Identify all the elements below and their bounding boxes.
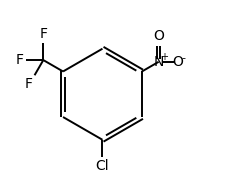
Text: -: -: [180, 53, 184, 63]
Text: O: O: [153, 29, 163, 43]
Text: N: N: [153, 55, 163, 69]
Text: +: +: [160, 53, 168, 62]
Text: F: F: [16, 53, 24, 67]
Text: O: O: [172, 55, 182, 69]
Text: Cl: Cl: [95, 159, 109, 173]
Text: F: F: [39, 27, 47, 41]
Text: F: F: [25, 77, 33, 91]
